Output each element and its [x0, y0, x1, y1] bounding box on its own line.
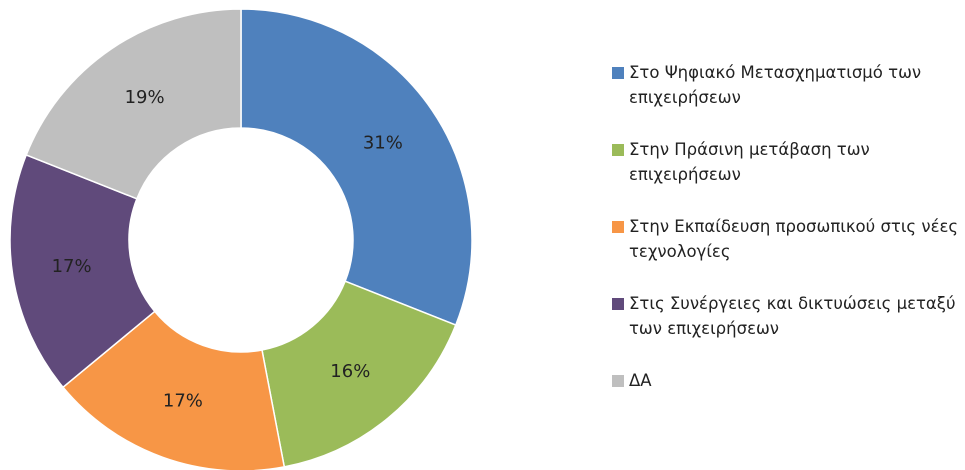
legend-label: Στις Συνέργειες και δικτυώσεις μεταξύ τω…: [629, 294, 956, 338]
legend-label: Στο Ψηφιακό Μετασχηματισμό των επιχειρήσ…: [629, 63, 922, 107]
legend-label: Στην Πράσινη μετάβαση των επιχειρήσεων: [629, 140, 870, 184]
data-label: 17%: [52, 256, 92, 277]
legend-item: Στην Εκπαίδευση προσωπικού στις νέες τεχ…: [612, 214, 962, 264]
donut-segment: [240, 8, 473, 327]
legend-swatch: [612, 221, 624, 233]
donut-segment: [9, 153, 156, 389]
legend-item: Στο Ψηφιακό Μετασχηματισμό των επιχειρήσ…: [612, 60, 962, 110]
donut-segment: [261, 280, 457, 468]
donut-segment: [61, 310, 286, 470]
data-label: 19%: [125, 87, 165, 108]
legend: Στο Ψηφιακό Μετασχηματισμό των επιχειρήσ…: [612, 60, 962, 420]
legend-label: ΔΑ: [629, 371, 652, 390]
legend-item: Στην Πράσινη μετάβαση των επιχειρήσεων: [612, 137, 962, 187]
legend-swatch: [612, 298, 624, 310]
data-label: 17%: [163, 390, 203, 411]
legend-label: Στην Εκπαίδευση προσωπικού στις νέες τεχ…: [629, 217, 959, 261]
legend-swatch: [612, 67, 624, 79]
legend-item: Στις Συνέργειες και δικτυώσεις μεταξύ τω…: [612, 291, 962, 341]
legend-swatch: [612, 375, 624, 387]
donut-plot: 31% 16% 17% 17% 19%: [9, 8, 473, 470]
legend-item: ΔΑ: [612, 368, 962, 393]
donut-segment: [25, 8, 242, 200]
data-label: 31%: [363, 133, 403, 154]
legend-swatch: [612, 144, 624, 156]
data-label: 16%: [330, 361, 370, 382]
